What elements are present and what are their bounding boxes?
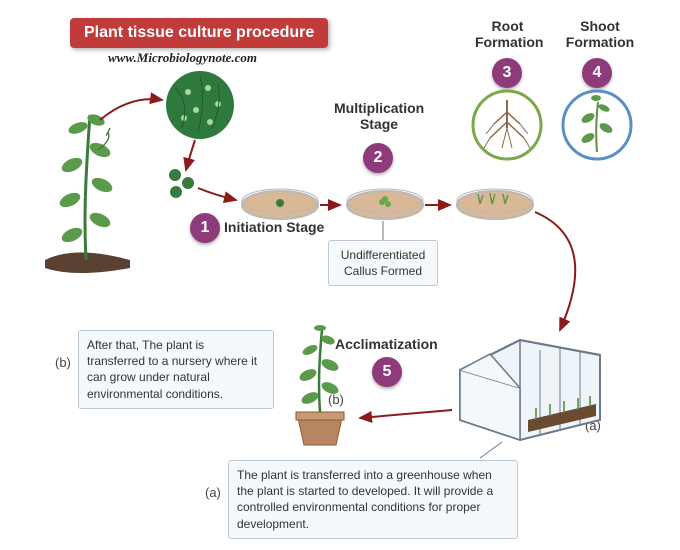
root-circle-icon	[473, 91, 541, 159]
greenhouse-prefix: (a)	[205, 485, 221, 500]
mother-plant-icon	[45, 112, 130, 273]
shoot-circle-icon	[563, 91, 631, 159]
label-root: Root Formation	[475, 18, 540, 50]
petri-dish-3-icon	[457, 189, 533, 219]
badge-2: 2	[363, 143, 393, 173]
callus-note: Undifferentiated Callus Formed	[328, 240, 438, 286]
leaf-closeup-icon	[166, 71, 234, 139]
badge-3: 3	[492, 58, 522, 88]
badge-5: 5	[372, 357, 402, 387]
badge-1: 1	[190, 213, 220, 243]
sub-a: (a)	[585, 418, 601, 433]
greenhouse-note: The plant is transferred into a greenhou…	[228, 460, 518, 539]
label-acclimatization: Acclimatization	[335, 336, 438, 352]
petri-dish-1-icon	[242, 189, 318, 219]
greenhouse-icon	[460, 340, 600, 440]
title-banner: Plant tissue culture procedure	[70, 18, 328, 48]
nursery-note: After that, The plant is transferred to …	[78, 330, 274, 409]
petri-dish-2-icon	[347, 189, 423, 219]
badge-4: 4	[582, 58, 612, 88]
label-initiation: Initiation Stage	[224, 219, 324, 235]
label-multiplication: Multiplication Stage	[334, 100, 424, 132]
source-url: www.Microbiologynote.com	[108, 50, 257, 66]
nursery-prefix: (b)	[55, 355, 71, 370]
sub-b: (b)	[328, 392, 344, 407]
label-shoot: Shoot Formation	[565, 18, 635, 50]
explant-dots-icon	[169, 169, 194, 198]
